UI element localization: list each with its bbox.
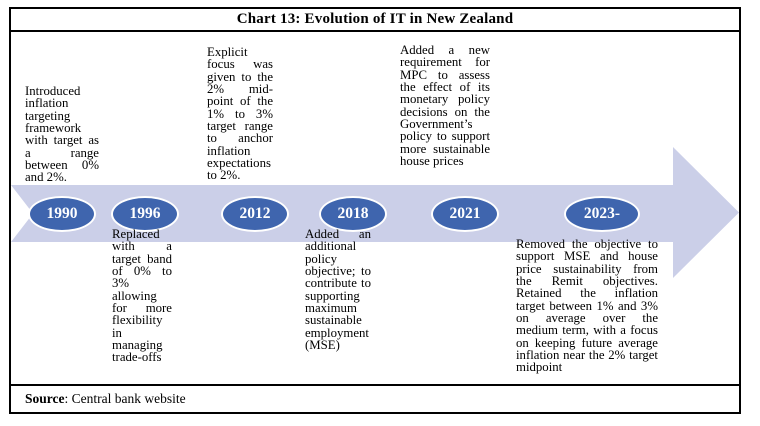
milestone-text-2021: Added a new requirement for MPC to asses…	[400, 43, 490, 169]
source-text: : Central bank website	[64, 391, 186, 406]
year-badge-2023: 2023-	[564, 196, 640, 232]
milestone-text-1996: Replaced with a target band of 0% to 3% …	[112, 227, 172, 365]
year-badge-2018: 2018	[319, 196, 387, 232]
year-badge-1996: 1996	[111, 196, 179, 232]
milestone-text-2012: Explicit focus was given to the 2% mid-p…	[207, 45, 273, 183]
chart-frame: Chart 13: Evolution of IT in New Zealand…	[9, 7, 741, 414]
milestone-text-2023: Removed the objective to support MSE and…	[516, 237, 658, 375]
timeline-arrowhead-icon	[673, 147, 739, 278]
year-badge-1990: 1990	[28, 196, 96, 232]
year-badge-2021: 2021	[431, 196, 499, 232]
chart-title: Chart 13: Evolution of IT in New Zealand	[236, 11, 514, 27]
year-badge-2012: 2012	[221, 196, 289, 232]
milestone-text-2018: Added an additional policy objective; to…	[305, 227, 371, 353]
timeline-area: 1990 1996 2012 2018 2021 2023- Introduce…	[11, 32, 739, 384]
source-bar: Source: Central bank website	[11, 384, 739, 412]
source-label: Source	[25, 391, 65, 406]
milestone-text-1990: Introduced inflation targeting framework…	[25, 84, 99, 185]
chart-title-bar: Chart 13: Evolution of IT in New Zealand	[11, 9, 739, 32]
